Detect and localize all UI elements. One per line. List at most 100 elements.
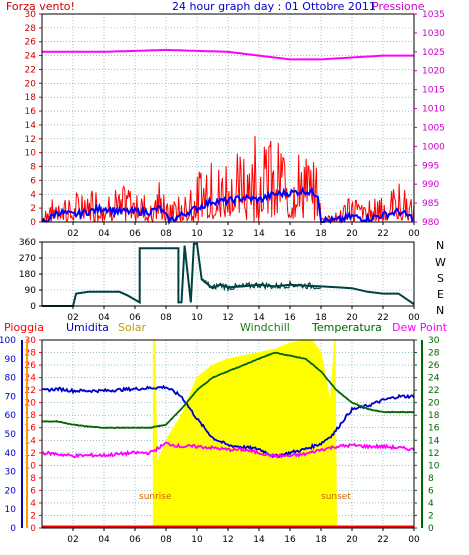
wind-axis-label: Forza vento! [6,0,75,13]
weather-xtick-label: 16 [284,535,296,545]
wind-xtick-label: 06 [129,229,141,239]
legend-temperatura: Temperatura [311,321,382,334]
dir-ytick-label: 0 [30,302,36,312]
temperature-line [41,351,415,429]
wind-xtick-label: 08 [160,229,172,239]
wind-ytick-label: 12 [25,135,36,145]
wind-ytick-label: 26 [25,38,37,48]
hum-ytick-label: 20 [5,486,17,496]
dir-xtick-label: 02 [67,313,78,323]
dir-xtick-label: 20 [346,313,358,323]
weather-xtick-label: 06 [129,535,141,545]
wind-xtick-label: 22 [377,229,388,239]
weather-xtick-label: 08 [160,535,172,545]
rain-ytick-label: 10 [25,461,37,471]
wind-ytick-label: 22 [25,65,36,75]
temp-ytick-label: 14 [428,436,440,446]
dir-xtick-label: 22 [377,313,388,323]
rain-ytick-label: 2 [30,511,36,521]
pressure-ytick-label: 1025 [422,48,445,58]
wind-ytick-label: 2 [30,204,36,214]
weather-xtick-label: 20 [346,535,358,545]
weather-xtick-label: 02 [67,535,78,545]
wind-xtick-label: 00 [408,229,420,239]
pressure-axis-label: Pressione [372,0,425,13]
sunset-label: sunset [321,492,351,502]
wind-ytick-label: 4 [30,190,36,200]
rain-ytick-label: 0 [30,524,36,534]
weather-xtick-label: 18 [315,535,327,545]
temp-ytick-label: 22 [428,386,439,396]
rain-ytick-label: 26 [25,361,37,371]
hum-ytick-label: 80 [5,374,17,384]
wind-ytick-label: 16 [25,107,37,117]
dir-xtick-label: 10 [191,313,203,323]
rain-ytick-label: 16 [25,424,37,434]
compass-n-bottom: N [436,304,444,317]
weather-xtick-label: 12 [222,535,233,545]
pressure-ytick-label: 980 [422,218,439,228]
wind-ytick-label: 14 [25,121,37,131]
rain-ytick-label: 12 [25,449,36,459]
pressure-ytick-label: 1000 [422,142,445,152]
dir-ytick-label: 90 [25,286,37,296]
rain-ytick-label: 22 [25,386,36,396]
compass-e: E [437,288,444,301]
legend-umidita: Umidita [66,321,109,334]
rain-ytick-label: 28 [25,349,37,359]
weather-xtick-label: 10 [191,535,203,545]
dir-xtick-label: 00 [408,313,420,323]
temp-ytick-label: 6 [428,486,434,496]
wind-ytick-label: 0 [30,218,36,228]
weather-xtick-label: 22 [377,535,388,545]
temp-ytick-label: 4 [428,499,434,509]
rain-ytick-label: 20 [25,399,37,409]
dir-xtick-label: 16 [284,313,296,323]
rain-ytick-label: 6 [30,486,36,496]
wind-avg-line [41,185,414,226]
wind-direction-line [42,242,415,307]
wind-ytick-label: 24 [25,52,37,62]
wind-ytick-label: 6 [30,176,36,186]
pressure-ytick-label: 995 [422,161,439,171]
wind-direction-jitter [202,278,322,293]
hum-ytick-label: 90 [5,355,17,365]
dir-xtick-label: 18 [315,313,327,323]
hum-ytick-label: 0 [10,524,16,534]
temp-ytick-label: 0 [428,524,434,534]
dir-ytick-label: 360 [19,238,36,248]
hum-ytick-label: 60 [5,411,17,421]
pressure-ytick-label: 985 [422,199,439,209]
pressure-ytick-label: 1015 [422,86,445,96]
pressure-ytick-label: 1010 [422,105,445,115]
rain-ytick-label: 4 [30,499,36,509]
rain-ytick-label: 8 [30,474,36,484]
wind-ytick-label: 18 [25,93,37,103]
wind-xtick-label: 18 [315,229,327,239]
rain-ytick-label: 14 [25,436,37,446]
pressure-ytick-label: 1020 [422,67,445,77]
wind-xtick-label: 10 [191,229,203,239]
rain-ytick-label: 30 [25,336,37,346]
pressure-ytick-label: 1005 [422,123,445,133]
dir-xtick-label: 06 [129,313,141,323]
temp-ytick-label: 12 [428,449,439,459]
temp-ytick-label: 28 [428,349,440,359]
hum-ytick-label: 10 [5,505,17,515]
dir-xtick-label: 04 [98,313,110,323]
wind-xtick-label: 02 [67,229,78,239]
dir-ytick-label: 270 [19,254,36,264]
legend-pioggia: Pioggia [4,321,44,334]
temp-ytick-label: 2 [428,511,434,521]
wind-ytick-label: 8 [30,163,36,173]
wind-gust-line [41,135,415,224]
wind-xtick-label: 16 [284,229,296,239]
dewpoint-line [41,441,415,459]
compass-s: S [437,272,444,285]
hum-ytick-label: 50 [5,430,17,440]
pressure-line [42,48,414,61]
legend-solar: Solar [118,321,147,334]
wind-ytick-label: 28 [25,24,37,34]
